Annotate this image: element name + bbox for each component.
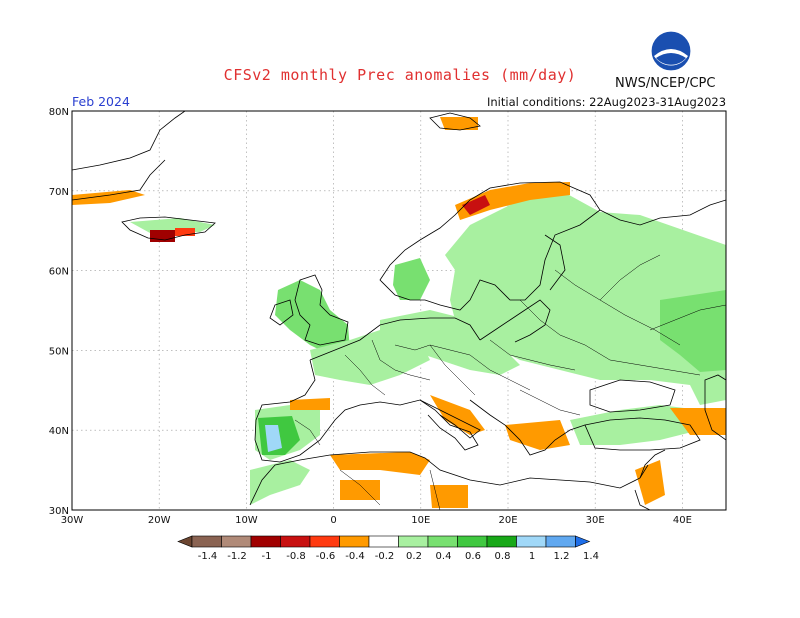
colorbar-swatch xyxy=(309,535,340,548)
anomaly-morocco xyxy=(250,460,310,505)
country-borders xyxy=(294,254,726,510)
anomaly-central-europe xyxy=(380,310,520,375)
latitude-label: 60N xyxy=(49,267,69,278)
colorbar-swatch xyxy=(339,535,370,548)
anomaly-svalbard xyxy=(440,117,478,130)
longitude-label: 0 xyxy=(330,515,336,526)
agency-label: NWS/NCEP/CPC xyxy=(615,76,716,91)
anomaly-russia-west xyxy=(660,290,726,372)
anomaly-greenland xyxy=(72,190,145,205)
longitude-labels: 30W 20W 10W 0 10E 20E 30E 40E xyxy=(61,515,692,526)
colorbar-min-arrow xyxy=(177,535,193,548)
anomaly-norway-north xyxy=(455,182,570,220)
longitude-label: 10E xyxy=(411,515,430,526)
anomaly-iceland-south xyxy=(150,230,175,242)
anomaly-portugal-blue xyxy=(265,425,282,452)
colorbar-label: 1.4 xyxy=(583,551,599,562)
initial-conditions-label: Initial conditions: 22Aug2023-31Aug2023 xyxy=(487,95,727,109)
anomaly-scandinavia-east xyxy=(445,190,726,405)
longitude-label: 20W xyxy=(148,515,171,526)
map-frame xyxy=(71,110,727,511)
colorbar-swatch xyxy=(457,535,488,548)
map-title: CFSv2 monthly Prec anomalies (mm/day) xyxy=(223,66,577,84)
colorbar-swatch xyxy=(280,535,311,548)
colorbar-label: -0.8 xyxy=(286,551,306,562)
colorbar-label: 1.2 xyxy=(554,551,570,562)
colorbar-label: -0.6 xyxy=(316,551,336,562)
colorbar-label: 0.6 xyxy=(465,551,481,562)
colorbar-swatch xyxy=(516,535,547,548)
latitude-label: 80N xyxy=(49,107,69,118)
anomaly-italy-south xyxy=(430,395,485,435)
colorbar-label: -1 xyxy=(262,551,272,562)
anomaly-turkey xyxy=(570,405,700,445)
anomaly-france xyxy=(310,330,430,385)
anomaly-bay-of-biscay xyxy=(290,398,330,410)
coastlines xyxy=(72,111,726,510)
colorbar-label: -0.4 xyxy=(345,551,365,562)
latitude-label: 40N xyxy=(49,426,69,437)
colorbar-label: -1.2 xyxy=(227,551,247,562)
colorbar-labels: -1.4 -1.2 -1 -0.8 -0.6 -0.4 -0.2 0.2 0.4 0.6 0.8 1 1… xyxy=(198,551,599,562)
anomaly-british-isles xyxy=(275,280,350,355)
colorbar-label: 1 xyxy=(529,551,535,562)
colorbar-label: 0.4 xyxy=(436,551,452,562)
longitude-label: 30W xyxy=(61,515,84,526)
longitude-label: 10W xyxy=(235,515,258,526)
colorbar-label: 0.2 xyxy=(406,551,422,562)
latitude-labels: 80N 70N 60N 50N 40N 30N xyxy=(49,107,69,517)
colorbar-swatch xyxy=(427,535,458,548)
colorbar-label: 0.8 xyxy=(495,551,511,562)
colorbar-swatch xyxy=(545,535,576,548)
anomaly-norway-north-strong xyxy=(462,195,490,215)
longitude-label: 30E xyxy=(586,515,605,526)
colorbar xyxy=(177,535,591,548)
colorbar-swatch xyxy=(191,535,222,548)
map-body xyxy=(72,111,726,510)
anomaly-algeria-south xyxy=(340,480,380,500)
valid-month-label: Feb 2024 xyxy=(72,94,130,109)
noaa-logo-icon xyxy=(650,30,692,72)
latitude-label: 70N xyxy=(49,187,69,198)
anomaly-north-africa xyxy=(330,452,430,475)
longitude-label: 20E xyxy=(498,515,517,526)
colorbar-max-arrow xyxy=(575,535,591,548)
longitude-label: 40E xyxy=(673,515,692,526)
colorbar-swatch xyxy=(221,535,252,548)
anomaly-libya xyxy=(430,485,468,508)
colorbar-swatch xyxy=(486,535,517,548)
anomaly-shading xyxy=(72,117,726,508)
colorbar-swatch xyxy=(398,535,429,548)
latitude-label: 50N xyxy=(49,346,69,357)
anomaly-norway-coast xyxy=(393,258,430,300)
colorbar-label: -0.2 xyxy=(375,551,395,562)
anomaly-caucasus xyxy=(670,408,726,435)
colorbar-label: -1.4 xyxy=(198,551,218,562)
colorbar-swatch xyxy=(368,535,399,548)
colorbar-swatch xyxy=(250,535,281,548)
latitude-label: 30N xyxy=(49,506,69,517)
